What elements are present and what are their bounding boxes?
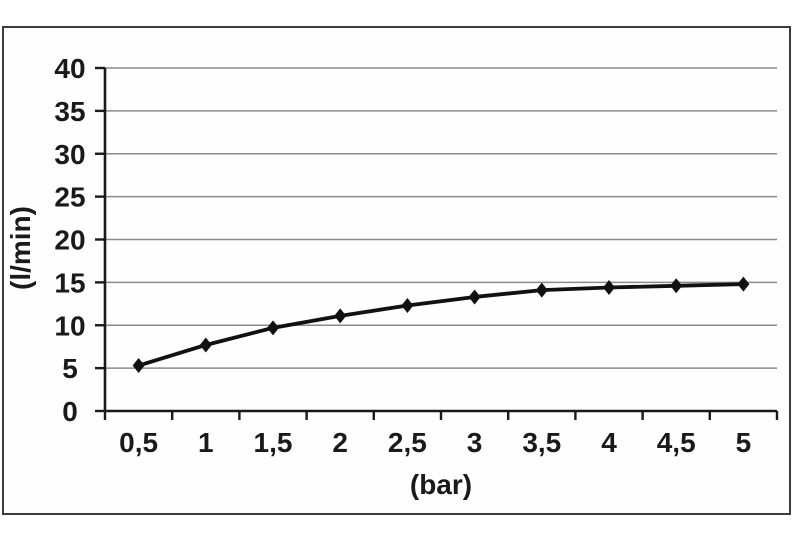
chart-plot-area: 0 5 10 15 20 25 30 35 40 0,5 1 1,5 2 2,5 3 3,5 4 4,5 5 xyxy=(54,53,779,458)
x-axis-title: (bar) xyxy=(410,469,472,500)
x-tick-label: 1,5 xyxy=(254,427,293,458)
y-tick-label: 15 xyxy=(54,267,85,298)
x-tick-label: 4,5 xyxy=(657,427,696,458)
y-tick-label: 0 xyxy=(62,396,78,427)
data-point-marker xyxy=(334,308,347,324)
y-tick-label: 40 xyxy=(54,53,85,84)
data-point-marker xyxy=(737,276,750,292)
x-tick-label: 3 xyxy=(467,427,483,458)
data-point-marker xyxy=(468,289,481,305)
x-tick-label: 5 xyxy=(736,427,752,458)
chart-frame xyxy=(2,26,791,515)
data-point-marker xyxy=(132,358,145,374)
data-point-marker xyxy=(401,298,414,314)
x-tick-label: 2 xyxy=(332,427,348,458)
y-axis-title: (l/min) xyxy=(5,206,36,290)
y-tick-label: 20 xyxy=(54,225,85,256)
x-tick-label: 2,5 xyxy=(388,427,427,458)
data-point-marker xyxy=(603,280,615,296)
data-point-marker xyxy=(670,278,683,294)
data-point-marker xyxy=(199,337,212,353)
y-tick-label: 30 xyxy=(54,139,85,170)
y-tick-label: 10 xyxy=(54,310,85,341)
y-tick-label: 35 xyxy=(54,96,85,127)
y-tick-label: 25 xyxy=(54,182,85,213)
series-line xyxy=(136,282,746,368)
y-tick-label: 5 xyxy=(62,353,78,384)
data-point-marker xyxy=(267,320,279,336)
x-tick-label: 4 xyxy=(601,427,617,458)
x-tick-label: 1 xyxy=(198,427,214,458)
x-tick-label: 3,5 xyxy=(522,427,561,458)
x-tick-label: 0,5 xyxy=(119,427,158,458)
data-point-marker xyxy=(535,282,548,298)
